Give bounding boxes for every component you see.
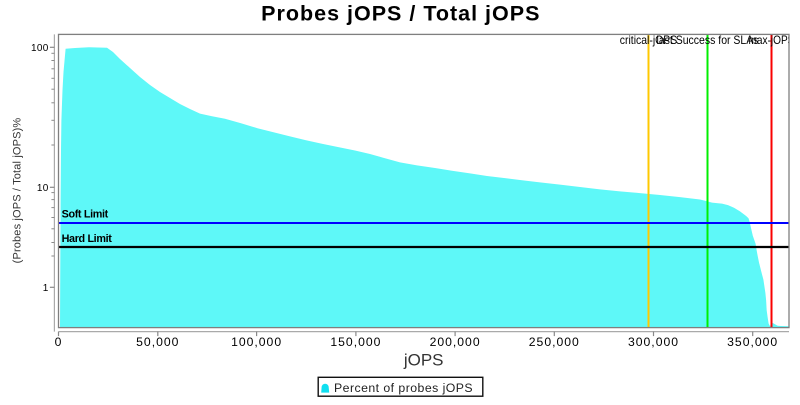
svg-text:Hard Limit: Hard Limit [62,233,113,245]
svg-text:Probes jOPS / Total jOPS: Probes jOPS / Total jOPS [261,1,540,25]
svg-text:100,000: 100,000 [231,335,282,349]
svg-text:jOPS: jOPS [403,351,444,370]
svg-text:250,000: 250,000 [529,335,580,349]
svg-text:300,000: 300,000 [628,335,679,349]
svg-text:Soft Limit: Soft Limit [62,209,109,221]
svg-text:150,000: 150,000 [330,335,381,349]
svg-text:Percent of probes jOPS: Percent of probes jOPS [334,381,473,395]
svg-text:10: 10 [37,183,49,194]
svg-text:100: 100 [31,43,49,54]
svg-text:50,000: 50,000 [136,335,179,349]
svg-text:0: 0 [55,335,63,349]
svg-text:1: 1 [43,283,49,294]
svg-text:200,000: 200,000 [430,335,481,349]
svg-text:(Probes jOPS / Total jOPS)%: (Probes jOPS / Total jOPS)% [12,118,24,264]
svg-text:350,000: 350,000 [727,335,778,349]
svg-text:last Success for SLAs: last Success for SLAs [657,33,759,47]
svg-text:critical-jOPS: critical-jOPS [620,33,677,47]
svg-text:max-jOPS: max-jOPS [749,33,795,47]
